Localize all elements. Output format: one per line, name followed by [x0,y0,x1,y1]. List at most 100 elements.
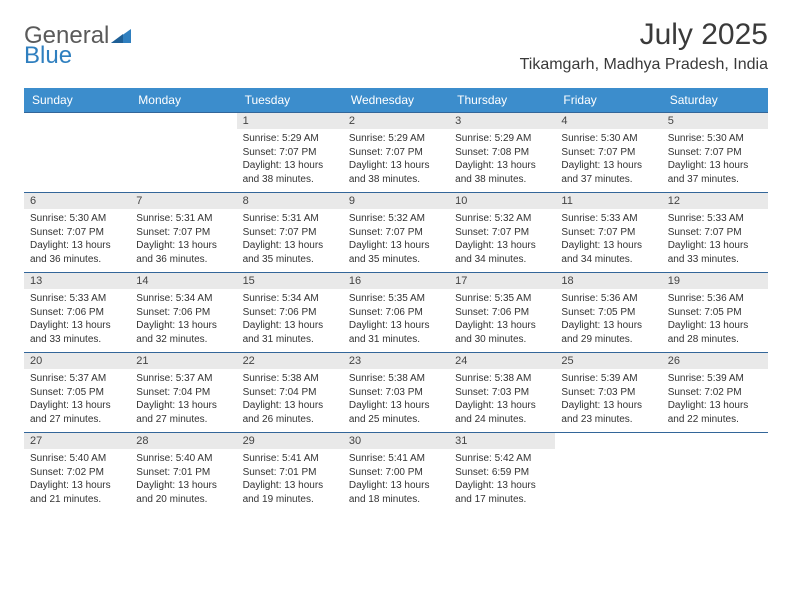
sunrise-line: Sunrise: 5:35 AM [349,292,443,306]
calendar-day-cell: 23Sunrise: 5:38 AMSunset: 7:03 PMDayligh… [343,352,449,432]
calendar-day-cell: 28Sunrise: 5:40 AMSunset: 7:01 PMDayligh… [130,432,236,512]
calendar-day-cell: 20 Sunrise: 5:37 AMSunset: 7:05 PMDayligh… [24,352,130,432]
sunrise-line: Sunrise: 5:30 AM [30,212,124,226]
day-number-bar: 20 [24,352,130,369]
daylight-line: Daylight: 13 hours and 18 minutes. [349,479,443,506]
daylight-line: Daylight: 13 hours and 22 minutes. [668,399,762,426]
day-number-bar: 11 [555,192,661,209]
sunrise-line: Sunrise: 5:29 AM [349,132,443,146]
sunset-line: Sunset: 7:06 PM [136,306,230,320]
sunset-line: Sunset: 7:06 PM [243,306,337,320]
daylight-line: Daylight: 13 hours and 30 minutes. [455,319,549,346]
sunrise-line: Sunrise: 5:36 AM [668,292,762,306]
day-number-bar: 12 [662,192,768,209]
day-number-bar-empty [24,112,130,130]
calendar-day-cell: 31Sunrise: 5:42 AMSunset: 6:59 PMDayligh… [449,432,555,512]
day-body: Sunrise: 5:29 AMSunset: 7:07 PMDaylight:… [343,129,449,186]
sunset-line: Sunset: 7:05 PM [668,306,762,320]
sunset-line: Sunset: 7:02 PM [30,466,124,480]
day-number-bar: 29 [237,432,343,449]
calendar-day-cell: 7 Sunrise: 5:31 AMSunset: 7:07 PMDaylight… [130,192,236,272]
dow-thursday: Thursday [449,88,555,112]
calendar-day-cell: 22Sunrise: 5:38 AMSunset: 7:04 PMDayligh… [237,352,343,432]
sunset-line: Sunset: 7:07 PM [30,226,124,240]
daylight-line: Daylight: 13 hours and 25 minutes. [349,399,443,426]
sunset-line: Sunset: 7:07 PM [561,226,655,240]
sunset-line: Sunset: 7:07 PM [136,226,230,240]
calendar: Sunday Monday Tuesday Wednesday Thursday… [24,88,768,512]
calendar-week: 13Sunrise: 5:33 AMSunset: 7:06 PMDayligh… [24,272,768,352]
calendar-day-cell: 11Sunrise: 5:33 AMSunset: 7:07 PMDayligh… [555,192,661,272]
day-body: Sunrise: 5:37 AMSunset: 7:04 PMDaylight:… [130,369,236,426]
dow-sunday: Sunday [24,88,130,112]
daylight-line: Daylight: 13 hours and 19 minutes. [243,479,337,506]
sunset-line: Sunset: 7:07 PM [349,146,443,160]
sunset-line: Sunset: 7:07 PM [243,146,337,160]
calendar-day-cell: 14Sunrise: 5:34 AMSunset: 7:06 PMDayligh… [130,272,236,352]
day-number-bar: 8 [237,192,343,209]
calendar-day-cell [130,112,236,192]
daylight-line: Daylight: 13 hours and 31 minutes. [243,319,337,346]
sunrise-line: Sunrise: 5:37 AM [30,372,124,386]
calendar-day-cell: 1Sunrise: 5:29 AMSunset: 7:07 PMDaylight… [237,112,343,192]
day-number-bar: 2 [343,112,449,129]
month-title: July 2025 [520,18,768,52]
sunset-line: Sunset: 7:03 PM [349,386,443,400]
location-label: Tikamgarh, Madhya Pradesh, India [520,56,768,74]
day-number-bar: 17 [449,272,555,289]
sunrise-line: Sunrise: 5:34 AM [243,292,337,306]
day-number-bar: 31 [449,432,555,449]
day-number-bar: 3 [449,112,555,129]
day-body: Sunrise: 5:32 AMSunset: 7:07 PMDaylight:… [343,209,449,266]
daylight-line: Daylight: 13 hours and 17 minutes. [455,479,549,506]
daylight-line: Daylight: 13 hours and 24 minutes. [455,399,549,426]
calendar-day-cell: 16Sunrise: 5:35 AMSunset: 7:06 PMDayligh… [343,272,449,352]
sunrise-line: Sunrise: 5:33 AM [561,212,655,226]
dow-monday: Monday [130,88,236,112]
calendar-page: GeneralBlue July 2025 Tikamgarh, Madhya … [0,0,792,512]
day-body: Sunrise: 5:41 AMSunset: 7:00 PMDaylight:… [343,449,449,506]
day-number-bar: 27 [24,432,130,449]
calendar-day-cell: 10Sunrise: 5:32 AMSunset: 7:07 PMDayligh… [449,192,555,272]
calendar-day-cell: 13Sunrise: 5:33 AMSunset: 7:06 PMDayligh… [24,272,130,352]
daylight-line: Daylight: 13 hours and 32 minutes. [136,319,230,346]
sunset-line: Sunset: 7:05 PM [30,386,124,400]
sunrise-line: Sunrise: 5:39 AM [561,372,655,386]
day-body: Sunrise: 5:29 AMSunset: 7:08 PMDaylight:… [449,129,555,186]
day-number-bar: 10 [449,192,555,209]
day-body: Sunrise: 5:30 AMSunset: 7:07 PMDaylight:… [24,209,130,266]
calendar-day-cell: 6Sunrise: 5:30 AMSunset: 7:07 PMDaylight… [24,192,130,272]
dow-saturday: Saturday [662,88,768,112]
day-number-bar: 9 [343,192,449,209]
daylight-line: Daylight: 13 hours and 34 minutes. [455,239,549,266]
day-number-bar: 7 [130,192,236,209]
daylight-line: Daylight: 13 hours and 21 minutes. [30,479,124,506]
calendar-day-cell: 26Sunrise: 5:39 AMSunset: 7:02 PMDayligh… [662,352,768,432]
day-of-week-header: Sunday Monday Tuesday Wednesday Thursday… [24,88,768,112]
day-number-bar-empty [662,432,768,450]
sunset-line: Sunset: 7:07 PM [455,226,549,240]
sunrise-line: Sunrise: 5:31 AM [136,212,230,226]
day-number-bar: 19 [662,272,768,289]
dow-tuesday: Tuesday [237,88,343,112]
sunrise-line: Sunrise: 5:38 AM [243,372,337,386]
day-body: Sunrise: 5:40 AMSunset: 7:01 PMDaylight:… [130,449,236,506]
sunrise-line: Sunrise: 5:35 AM [455,292,549,306]
sunrise-line: Sunrise: 5:34 AM [136,292,230,306]
day-body: Sunrise: 5:35 AMSunset: 7:06 PMDaylight:… [343,289,449,346]
brand-triangle-icon [111,29,131,43]
day-body: Sunrise: 5:33 AMSunset: 7:07 PMDaylight:… [662,209,768,266]
sunrise-line: Sunrise: 5:38 AM [349,372,443,386]
sunrise-line: Sunrise: 5:33 AM [668,212,762,226]
day-body: Sunrise: 5:33 AMSunset: 7:06 PMDaylight:… [24,289,130,346]
daylight-line: Daylight: 13 hours and 28 minutes. [668,319,762,346]
calendar-body: 1Sunrise: 5:29 AMSunset: 7:07 PMDaylight… [24,112,768,512]
day-number-bar: 25 [555,352,661,369]
calendar-day-cell [662,432,768,512]
sunrise-line: Sunrise: 5:36 AM [561,292,655,306]
calendar-day-cell: 8Sunrise: 5:31 AMSunset: 7:07 PMDaylight… [237,192,343,272]
daylight-line: Daylight: 13 hours and 27 minutes. [30,399,124,426]
sunrise-line: Sunrise: 5:41 AM [243,452,337,466]
day-number-bar: 4 [555,112,661,129]
daylight-line: Daylight: 13 hours and 36 minutes. [136,239,230,266]
